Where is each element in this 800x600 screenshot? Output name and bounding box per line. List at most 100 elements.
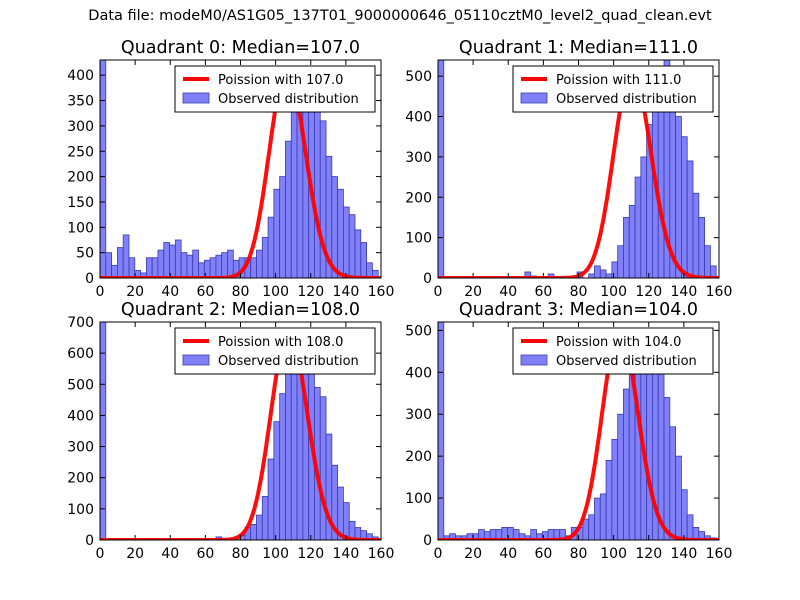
y-tick-label: 150 — [67, 195, 94, 211]
histogram-bar — [122, 234, 130, 278]
histogram-bar — [267, 458, 275, 540]
histogram-bar — [250, 257, 257, 278]
histogram-bar — [314, 100, 321, 278]
x-tick-label: 160 — [368, 546, 395, 562]
legend-curve-label: Poission with 108.0 — [218, 335, 343, 350]
quadrant-1-panel: 0 20 40 60 80 100 120 140 160 0 100 200 300 400 500 Qua… — [405, 38, 732, 300]
x-tick-label: 40 — [161, 284, 179, 300]
legend-box — [512, 327, 714, 375]
y-tick-label: 300 — [67, 440, 94, 456]
histogram-bar — [617, 413, 624, 540]
histogram-bar — [623, 388, 630, 540]
legend: Poission with 111.0 Observed distribution — [512, 65, 714, 113]
x-tick-label: 120 — [635, 284, 662, 300]
histogram-bar — [366, 262, 373, 278]
figure-title: Data file: modeM0/AS1G05_137T01_90000006… — [88, 8, 712, 24]
x-tick-label: 80 — [232, 284, 250, 300]
x-tick-label: 160 — [706, 284, 733, 300]
histogram-bar — [256, 249, 263, 278]
histogram-bar — [221, 252, 228, 278]
histogram-bar — [151, 257, 159, 278]
y-tick-label: 250 — [67, 144, 94, 160]
y-tick-label: 700 — [67, 315, 94, 331]
histogram-bar — [675, 116, 682, 278]
legend-curve-label: Poission with 107.0 — [218, 73, 343, 88]
histogram-bar — [594, 265, 601, 278]
histogram-bar — [273, 188, 281, 278]
histogram-bar — [692, 192, 700, 278]
x-tick-label: 40 — [161, 546, 179, 562]
x-tick-label: 0 — [96, 546, 105, 562]
histogram-bar — [611, 261, 619, 278]
histogram-bar — [360, 242, 367, 278]
histogram-bar — [174, 239, 182, 278]
histogram-bar — [100, 60, 107, 278]
histogram-bar — [198, 262, 205, 278]
legend-curve-label: Poission with 111.0 — [556, 73, 681, 88]
y-tick-label: 100 — [405, 231, 432, 247]
y-tick-label: 500 — [405, 323, 432, 339]
histogram-bar — [290, 100, 298, 278]
quadrant-0-plot-area — [100, 60, 381, 278]
x-tick-label: 100 — [262, 546, 289, 562]
x-tick-label: 120 — [297, 546, 324, 562]
histogram-bar — [163, 242, 170, 278]
histogram-bar — [261, 237, 269, 278]
y-tick-label: 200 — [405, 449, 432, 465]
quadrant-0-panel: 0 20 40 60 80 100 120 140 160 0 50 100 150 200 250 300 3… — [67, 38, 394, 300]
y-tick-label: 100 — [67, 220, 94, 236]
histogram-bar — [588, 514, 595, 540]
x-tick-label: 80 — [232, 546, 250, 562]
histogram-bar — [343, 502, 350, 540]
histogram-bar — [186, 254, 194, 278]
histogram-bar — [681, 136, 688, 278]
x-tick-label: 60 — [534, 546, 552, 562]
y-tick-label: 600 — [67, 346, 94, 362]
histogram-bar — [634, 176, 642, 278]
histogram-bar — [157, 249, 165, 278]
histogram-bar — [285, 140, 292, 278]
histogram-bar — [145, 257, 153, 278]
legend: Poission with 108.0 Observed distribution — [174, 327, 376, 375]
histogram-bar — [337, 188, 344, 278]
histogram-bar — [640, 156, 648, 278]
histogram-bar — [704, 245, 711, 278]
histogram-bar — [348, 214, 356, 278]
histogram-bar — [605, 273, 613, 278]
histogram-bar — [686, 514, 694, 540]
y-tick-label: 0 — [423, 533, 432, 549]
x-tick-label: 60 — [534, 284, 552, 300]
y-tick-label: 200 — [67, 471, 94, 487]
poisson-curve — [100, 67, 381, 278]
histogram-bar — [605, 459, 613, 540]
histogram-bar — [354, 229, 362, 278]
legend-box — [512, 65, 714, 113]
legend-bar-swatch — [182, 354, 210, 366]
histogram-bar — [279, 393, 286, 540]
panel-title: Quadrant 3: Median=104.0 — [459, 300, 698, 320]
histogram-bar — [227, 249, 234, 278]
poisson-curve — [438, 328, 719, 540]
x-tick-label: 60 — [196, 546, 214, 562]
histogram-bar — [524, 271, 532, 278]
y-tick-label: 350 — [67, 94, 94, 110]
y-tick-label: 50 — [76, 246, 94, 262]
x-tick-label: 160 — [706, 546, 733, 562]
histogram-bar — [599, 493, 607, 540]
x-tick-label: 140 — [671, 284, 698, 300]
histogram-bar — [588, 273, 595, 278]
histogram-bar — [438, 322, 445, 540]
panel-title: Quadrant 1: Median=111.0 — [459, 38, 698, 58]
x-tick-label: 140 — [333, 284, 360, 300]
histogram-bar — [279, 176, 286, 278]
histogram-bar — [663, 397, 671, 540]
quadrant-3-panel: 0 20 40 60 80 100 120 140 160 0 100 200 300 400 500 Qua… — [405, 300, 732, 562]
histogram-bar — [438, 60, 445, 278]
legend-box — [174, 327, 376, 375]
histogram-bar — [623, 217, 630, 278]
histogram-bar — [698, 217, 705, 278]
quadrant-2-panel: 0 20 40 60 80 100 120 140 160 0 100 200 300 400 500 600… — [67, 300, 394, 562]
y-tick-label: 400 — [405, 110, 432, 126]
